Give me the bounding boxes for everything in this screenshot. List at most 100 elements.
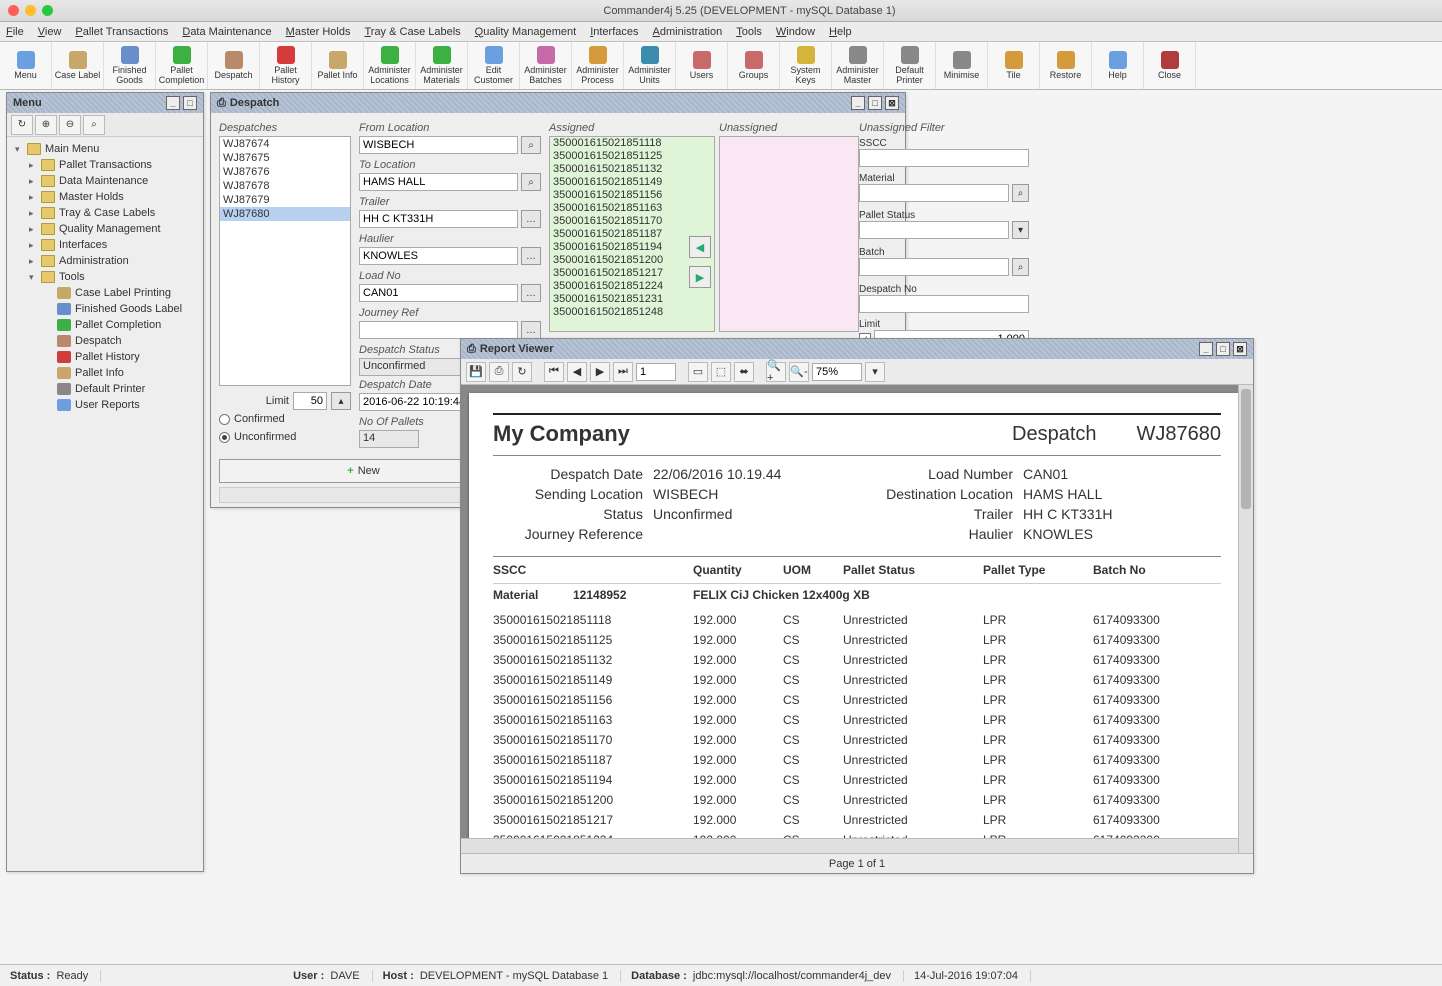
from-location-lookup-icon[interactable]: ⌕ xyxy=(521,136,541,154)
unconfirmed-radio[interactable] xyxy=(219,432,230,443)
tree-node-data-maintenance[interactable]: ▸Data Maintenance xyxy=(11,173,199,189)
toolbar-minimise[interactable]: Minimise xyxy=(936,42,988,89)
assigned-item[interactable]: 350001615021851248 xyxy=(550,306,714,319)
journey-ref-lookup-icon[interactable]: … xyxy=(521,321,541,339)
close-icon[interactable]: ⊠ xyxy=(885,96,899,110)
report-vscrollbar[interactable] xyxy=(1238,385,1253,853)
tree-node-quality-management[interactable]: ▸Quality Management xyxy=(11,221,199,237)
assigned-item[interactable]: 350001615021851132 xyxy=(550,163,714,176)
assigned-item[interactable]: 350001615021851149 xyxy=(550,176,714,189)
page-number-input[interactable] xyxy=(636,363,676,381)
menu-window[interactable]: Window xyxy=(776,26,815,38)
tree-node-pallet-completion[interactable]: Pallet Completion xyxy=(11,317,199,333)
toolbar-pallet-info[interactable]: Pallet Info xyxy=(312,42,364,89)
toolbar-administer-locations[interactable]: Administer Locations xyxy=(364,42,416,89)
to-location-lookup-icon[interactable]: ⌕ xyxy=(521,173,541,191)
assigned-item[interactable]: 350001615021851125 xyxy=(550,150,714,163)
actual-size-icon[interactable]: ▭ xyxy=(688,362,708,382)
maximize-icon[interactable]: □ xyxy=(868,96,882,110)
toolbar-administer-master[interactable]: Administer Master xyxy=(832,42,884,89)
report-viewer-titlebar[interactable]: ⎙ Report Viewer _ □ ⊠ xyxy=(461,339,1253,359)
confirmed-radio[interactable] xyxy=(219,414,230,425)
haulier-input[interactable] xyxy=(359,247,518,265)
assign-arrow-button[interactable]: ◀ xyxy=(689,236,711,258)
filter-material-input[interactable] xyxy=(859,184,1009,202)
prev-page-icon[interactable]: ◀ xyxy=(567,362,587,382)
toolbar-administer-batches[interactable]: Administer Batches xyxy=(520,42,572,89)
despatch-item[interactable]: WJ87678 xyxy=(220,179,350,193)
filter-batch-lookup-icon[interactable]: ⌕ xyxy=(1012,258,1029,276)
trailer-lookup-icon[interactable]: … xyxy=(521,210,541,228)
assigned-item[interactable]: 350001615021851231 xyxy=(550,293,714,306)
tree-node-pallet-transactions[interactable]: ▸Pallet Transactions xyxy=(11,157,199,173)
filter-pallet-status-dropdown-icon[interactable]: ▾ xyxy=(1012,221,1029,239)
menu-tools[interactable]: Tools xyxy=(736,26,762,38)
tree-node-default-printer[interactable]: Default Printer xyxy=(11,381,199,397)
filter-batch-input[interactable] xyxy=(859,258,1009,276)
next-page-icon[interactable]: ▶ xyxy=(590,362,610,382)
toolbar-help[interactable]: Help xyxy=(1092,42,1144,89)
menu-master-holds[interactable]: Master Holds xyxy=(286,26,351,38)
tree-node-pallet-history[interactable]: Pallet History xyxy=(11,349,199,365)
tree-find-icon[interactable]: ⌕ xyxy=(83,115,105,135)
close-icon[interactable]: ⊠ xyxy=(1233,342,1247,356)
from-location-input[interactable] xyxy=(359,136,518,154)
tree-node-administration[interactable]: ▸Administration xyxy=(11,253,199,269)
toolbar-users[interactable]: Users xyxy=(676,42,728,89)
maximize-icon[interactable]: □ xyxy=(1216,342,1230,356)
haulier-lookup-icon[interactable]: … xyxy=(521,247,541,265)
tree-node-master-holds[interactable]: ▸Master Holds xyxy=(11,189,199,205)
tree-node-tray-case-labels[interactable]: ▸Tray & Case Labels xyxy=(11,205,199,221)
toolbar-system-keys[interactable]: System Keys xyxy=(780,42,832,89)
toolbar-administer-materials[interactable]: Administer Materials xyxy=(416,42,468,89)
zoom-out-icon[interactable]: 🔍- xyxy=(789,362,809,382)
assigned-item[interactable]: 350001615021851170 xyxy=(550,215,714,228)
filter-despatch-no-input[interactable] xyxy=(859,295,1029,313)
menu-interfaces[interactable]: Interfaces xyxy=(590,26,638,38)
limit-stepper[interactable]: ▴ xyxy=(331,392,351,410)
close-window-icon[interactable] xyxy=(8,5,19,16)
menu-quality-management[interactable]: Quality Management xyxy=(475,26,577,38)
last-page-icon[interactable]: ⏭ xyxy=(613,362,633,382)
tree-expand-icon[interactable]: ⊕ xyxy=(35,115,57,135)
menu-file[interactable]: File xyxy=(6,26,24,38)
menu-data-maintenance[interactable]: Data Maintenance xyxy=(182,26,271,38)
filter-material-lookup-icon[interactable]: ⌕ xyxy=(1012,184,1029,202)
toolbar-case-label[interactable]: Case Label xyxy=(52,42,104,89)
unassigned-list[interactable] xyxy=(719,136,859,332)
despatch-item[interactable]: WJ87676 xyxy=(220,165,350,179)
assigned-item[interactable]: 350001615021851163 xyxy=(550,202,714,215)
toolbar-tile[interactable]: Tile xyxy=(988,42,1040,89)
fit-width-icon[interactable]: ⬌ xyxy=(734,362,754,382)
despatch-item[interactable]: WJ87679 xyxy=(220,193,350,207)
tree-node-main-menu[interactable]: ▾Main Menu xyxy=(11,141,199,157)
toolbar-menu[interactable]: Menu xyxy=(0,42,52,89)
minimize-icon[interactable]: _ xyxy=(1199,342,1213,356)
to-location-input[interactable] xyxy=(359,173,518,191)
zoom-input[interactable] xyxy=(812,363,862,381)
toolbar-close[interactable]: Close xyxy=(1144,42,1196,89)
despatches-list[interactable]: WJ87674WJ87675WJ87676WJ87678WJ87679WJ876… xyxy=(219,136,351,386)
despatch-item[interactable]: WJ87674 xyxy=(220,137,350,151)
toolbar-edit-customer[interactable]: Edit Customer xyxy=(468,42,520,89)
minimize-icon[interactable]: _ xyxy=(851,96,865,110)
tree-node-despatch[interactable]: Despatch xyxy=(11,333,199,349)
menu-view[interactable]: View xyxy=(38,26,62,38)
minimize-window-icon[interactable] xyxy=(25,5,36,16)
save-icon[interactable]: 💾 xyxy=(466,362,486,382)
toolbar-restore[interactable]: Restore xyxy=(1040,42,1092,89)
maximize-icon[interactable]: □ xyxy=(183,96,197,110)
despatch-item[interactable]: WJ87675 xyxy=(220,151,350,165)
print-icon[interactable]: ⎙ xyxy=(489,362,509,382)
assigned-item[interactable]: 350001615021851156 xyxy=(550,189,714,202)
menu-tray-case-labels[interactable]: Tray & Case Labels xyxy=(364,26,460,38)
toolbar-pallet-completion[interactable]: Pallet Completion xyxy=(156,42,208,89)
filter-sscc-input[interactable] xyxy=(859,149,1029,167)
menu-administration[interactable]: Administration xyxy=(653,26,723,38)
tree-node-tools[interactable]: ▾Tools xyxy=(11,269,199,285)
tree-node-user-reports[interactable]: User Reports xyxy=(11,397,199,413)
tree-collapse-icon[interactable]: ⊖ xyxy=(59,115,81,135)
load-no-input[interactable] xyxy=(359,284,518,302)
report-hscrollbar[interactable] xyxy=(461,838,1238,853)
toolbar-finished-goods[interactable]: Finished Goods xyxy=(104,42,156,89)
